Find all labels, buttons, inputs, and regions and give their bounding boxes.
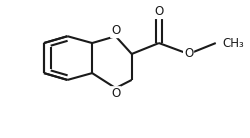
Text: O: O [111, 24, 120, 37]
Text: O: O [111, 87, 120, 100]
Text: O: O [154, 5, 164, 18]
Text: CH₃: CH₃ [222, 37, 244, 50]
Text: O: O [184, 47, 193, 60]
